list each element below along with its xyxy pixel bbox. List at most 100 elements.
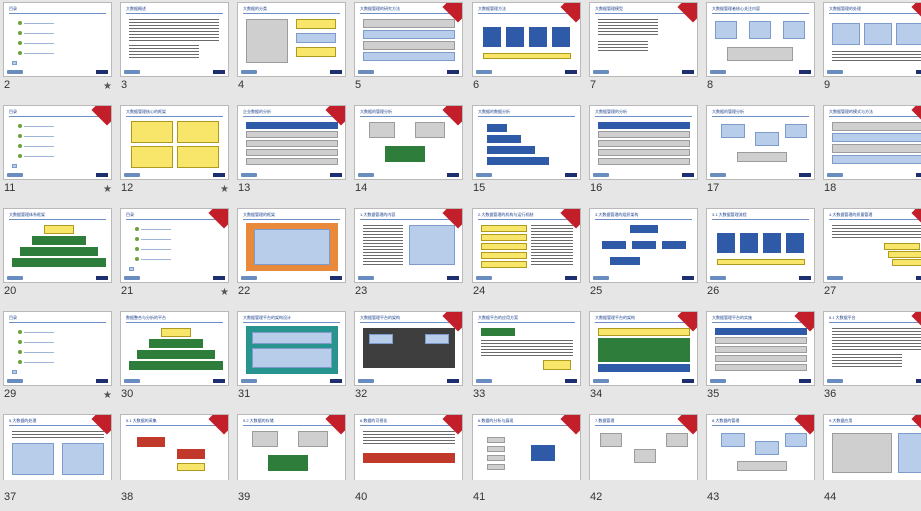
slide-thumbnail-cell[interactable]: 6.数据的可视化 40: [351, 412, 466, 511]
slide-thumbnail[interactable]: 大数据管理者核心关注内容: [706, 2, 815, 77]
slide-transition-icon[interactable]: ★: [103, 390, 112, 401]
slide-thumbnail[interactable]: 5.2 大数据的存储: [237, 414, 346, 489]
slide-thumbnail[interactable]: 1.大数据管理的内容: [354, 208, 463, 283]
slide-thumbnail-cell[interactable]: 大数据管理平台的架构 34: [586, 309, 701, 408]
slide-thumbnail-cell[interactable]: 4.大数据管理的质量管理 27: [820, 206, 921, 305]
slide-thumbnail[interactable]: 大数据管理平台的架构: [354, 311, 463, 386]
slide-thumbnail[interactable]: 2.大数据管理的机构与运行机制: [472, 208, 581, 283]
slide-thumbnail-cell[interactable]: 大数据的管理分析 17: [703, 103, 818, 202]
slide-number: 38: [121, 491, 134, 503]
slide-thumbnail-cell[interactable]: 1.大数据管理的内容 23: [351, 206, 466, 305]
slide-thumbnail-cell[interactable]: 大数据管理平台的实施 35: [703, 309, 818, 408]
slide-thumbnail-cell[interactable]: 大数据管理的分析 16: [586, 103, 701, 202]
slide-thumbnail-cell[interactable]: 目录 29 ★: [0, 309, 115, 408]
slide-thumbnail-cell[interactable]: 大数据管理的处理 9: [820, 0, 921, 99]
slide-thumbnail[interactable]: 大数据管理的框架: [237, 208, 346, 283]
slide-thumbnail-cell[interactable]: 5.1 大数据的采集 38: [117, 412, 232, 511]
slide-thumbnail[interactable]: 大数据概述: [120, 2, 229, 77]
slide-thumbnail-cell[interactable]: 大数据管理体系框架 20: [0, 206, 115, 305]
table-row: [598, 149, 690, 156]
slide-thumbnail-cell[interactable]: 6.数据的分析与展现 41: [469, 412, 584, 511]
slide-thumbnail[interactable]: 大数据管理平台的架构设计: [237, 311, 346, 386]
slide-thumbnail[interactable]: 3.大数据管理的组织架构: [589, 208, 698, 283]
slide-thumbnail[interactable]: 大数据管理的分析: [589, 105, 698, 180]
slide-thumbnail-cell[interactable]: 目录 2 ★: [0, 0, 115, 99]
slide-thumbnail[interactable]: 企业数据的分析: [237, 105, 346, 180]
slide-thumbnail[interactable]: 大数据管理平台的实施: [706, 311, 815, 386]
slide-thumbnail-cell[interactable]: 企业数据的分析 13: [234, 103, 349, 202]
agenda-bullet: [18, 340, 22, 344]
slide-number: 5: [355, 79, 362, 91]
slide-thumbnail[interactable]: 6.数据的可视化: [354, 414, 463, 489]
slide-thumbnail[interactable]: 8.大数据的管理: [706, 414, 815, 489]
slide-thumbnail-cell[interactable]: 5.1 大数据平台 36: [820, 309, 921, 408]
slide-thumbnail[interactable]: 大数据的管理分析: [354, 105, 463, 180]
slide-thumbnail[interactable]: 大数据管理体系框架: [3, 208, 112, 283]
slide-thumbnail-cell[interactable]: 大数据管理平台的架构设计 31: [234, 309, 349, 408]
slide-thumbnail[interactable]: 9.大数据应用: [823, 414, 921, 489]
slide-thumbnail-cell[interactable]: 大数据管理平台的架构 32: [351, 309, 466, 408]
slide-thumbnail[interactable]: 目录: [3, 311, 112, 386]
slide-thumbnail[interactable]: 4.大数据管理的质量管理: [823, 208, 921, 283]
slide-transition-icon[interactable]: ★: [103, 184, 112, 195]
agenda-marker: [12, 61, 17, 65]
slide-thumbnail[interactable]: 大数据管理模型: [589, 2, 698, 77]
slide-transition-icon[interactable]: ★: [220, 184, 229, 195]
title-rule: [9, 322, 106, 323]
slide-thumbnail-cell[interactable]: 大数据管理方法 6: [469, 0, 584, 99]
header-band: [598, 328, 690, 336]
slide-thumbnail[interactable]: 5.1 大数据平台: [823, 311, 921, 386]
slide-thumbnail-cell[interactable]: 目录 21 ★: [117, 206, 232, 305]
slide-thumbnail-cell[interactable]: 9.大数据应用 44: [820, 412, 921, 511]
slide-thumbnail[interactable]: 大数据管理核心的框架: [120, 105, 229, 180]
title-rule: [243, 13, 340, 14]
slide-thumbnail-cell[interactable]: 3.1 大数据管理流程 26: [703, 206, 818, 305]
slide-thumbnail-cell[interactable]: 大数据概述 3: [117, 0, 232, 99]
brand-logo: [682, 276, 694, 280]
slide-thumbnail[interactable]: 大数据管理平台的架构: [589, 311, 698, 386]
slide-thumbnail-cell[interactable]: 数据整合与分析的平台 30: [117, 309, 232, 408]
slide-thumbnail-cell[interactable]: 5.2 大数据的存储 39: [234, 412, 349, 511]
slide-thumbnail[interactable]: 目录: [3, 2, 112, 77]
tier: [12, 258, 106, 267]
agenda-bullet: [135, 237, 139, 241]
slide-thumbnail-cell[interactable]: 大数据的分类 4: [234, 0, 349, 99]
slide-thumbnail-cell[interactable]: 大数据管理的研究方法 5: [351, 0, 466, 99]
slide-thumbnail-cell[interactable]: 大数据平台的应用方案 33: [469, 309, 584, 408]
slide-thumbnail[interactable]: 大数据管理的处理: [823, 2, 921, 77]
slide-thumbnail-cell[interactable]: 7.数据管理 42: [586, 412, 701, 511]
slide-thumbnail-cell[interactable]: 3.大数据管理的组织架构 25: [586, 206, 701, 305]
slide-thumbnail-cell[interactable]: 大数据的管理分析 14: [351, 103, 466, 202]
slide-thumbnail[interactable]: 大数据管理方法: [472, 2, 581, 77]
slide-thumbnail-cell[interactable]: 大数据管理核心的框架 12 ★: [117, 103, 232, 202]
slide-thumbnail[interactable]: 目录: [120, 208, 229, 283]
slide-thumbnail-cell[interactable]: 目录 11 ★: [0, 103, 115, 202]
slide-thumbnail-cell[interactable]: 大数据管理的框架 22: [234, 206, 349, 305]
brand-logo: [565, 173, 577, 177]
slide-thumbnail[interactable]: 大数据管理的研究方法: [354, 2, 463, 77]
slide-thumbnail-cell[interactable]: 大数据管理者核心关注内容 8: [703, 0, 818, 99]
slide-thumbnail-cell[interactable]: 大数据管理模型 7: [586, 0, 701, 99]
layer-band: [832, 155, 921, 164]
slide-thumbnail[interactable]: 数据整合与分析的平台: [120, 311, 229, 386]
slide-thumbnail[interactable]: 7.数据管理: [589, 414, 698, 489]
slide-transition-icon[interactable]: ★: [220, 287, 229, 298]
slide-thumbnail-cell[interactable]: 2.大数据管理的机构与运行机制 24: [469, 206, 584, 305]
slide-thumbnail-cell[interactable]: 5.大数据的处理 37: [0, 412, 115, 511]
slide-thumbnail[interactable]: 5.1 大数据的采集: [120, 414, 229, 489]
text: [363, 431, 455, 445]
slide-thumbnail-cell[interactable]: 大数据的数据分析 15: [469, 103, 584, 202]
slide-thumbnail[interactable]: 大数据的管理分析: [706, 105, 815, 180]
slide-thumbnail[interactable]: 6.数据的分析与展现: [472, 414, 581, 489]
slide-thumbnail[interactable]: 大数据的分类: [237, 2, 346, 77]
slide-thumbnail[interactable]: 大数据的数据分析: [472, 105, 581, 180]
slide-thumbnail[interactable]: 3.1 大数据管理流程: [706, 208, 815, 283]
tier: [149, 339, 203, 348]
slide-thumbnail[interactable]: 大数据管理的模式与方法: [823, 105, 921, 180]
slide-thumbnail[interactable]: 大数据平台的应用方案: [472, 311, 581, 386]
slide-thumbnail[interactable]: 目录: [3, 105, 112, 180]
slide-thumbnail-cell[interactable]: 8.大数据的管理 43: [703, 412, 818, 511]
slide-transition-icon[interactable]: ★: [103, 81, 112, 92]
slide-thumbnail[interactable]: 5.大数据的处理: [3, 414, 112, 489]
